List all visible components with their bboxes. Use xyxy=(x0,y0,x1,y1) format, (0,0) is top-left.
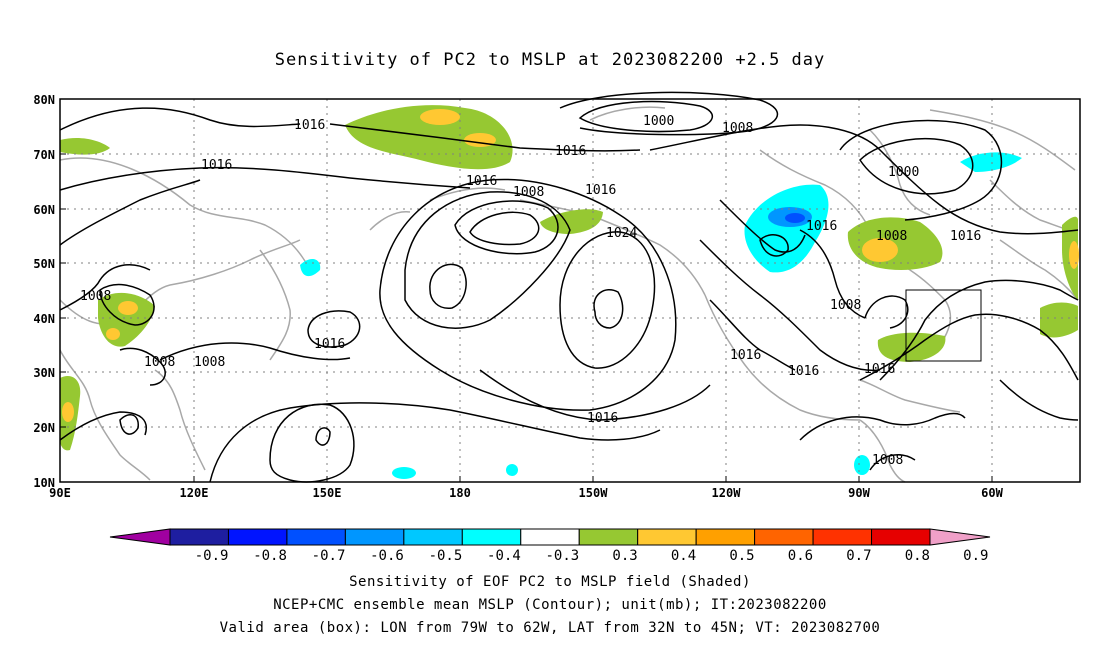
colorbar-bin xyxy=(286,528,346,546)
colorbar-label: -0.7 xyxy=(312,548,346,564)
contour-label: 1000 xyxy=(888,165,919,180)
contour-label: 1016 xyxy=(314,337,345,352)
caption-line-1: Sensitivity of EOF PC2 to MSLP field (Sh… xyxy=(349,574,751,590)
colorbar-label: 0.8 xyxy=(905,548,930,564)
colorbar-label: -0.9 xyxy=(195,548,229,564)
contour-label: 1016 xyxy=(201,158,232,173)
contour-label: 1016 xyxy=(585,183,616,198)
colorbar-label: -0.8 xyxy=(253,548,287,564)
colorbar-bin xyxy=(403,528,463,546)
lat-label: 20N xyxy=(33,421,55,435)
lat-label: 60N xyxy=(33,203,55,217)
colorbar-end-high xyxy=(929,528,991,546)
colorbar-bin xyxy=(871,528,931,546)
caption-line-2: NCEP+CMC ensemble mean MSLP (Contour); u… xyxy=(273,597,827,613)
axis-ticks xyxy=(60,98,993,482)
latitude-labels: 80N 70N 60N 50N 40N 30N 20N 10N xyxy=(33,93,55,490)
contour-label: 1008 xyxy=(722,121,753,136)
contour-label: 1008 xyxy=(144,355,175,370)
colorbar-bin xyxy=(637,528,697,546)
contour-label: 1008 xyxy=(513,185,544,200)
colorbar-bin xyxy=(578,528,639,546)
colorbar-bin xyxy=(812,528,873,546)
lon-label: 120W xyxy=(712,486,742,500)
longitude-labels: 90E 120E 150E 180 150W 120W 90W 60W xyxy=(49,486,1003,500)
colorbar-label: 0.6 xyxy=(788,548,813,564)
contour-label: 1016 xyxy=(806,219,837,234)
colorbar-label: 0.3 xyxy=(612,548,637,564)
colorbar-end-low xyxy=(109,528,171,546)
contour-label: 1024 xyxy=(606,226,637,241)
contour-label: 1016 xyxy=(864,362,895,377)
contour-label: 1008 xyxy=(830,298,861,313)
sensitivity-shading xyxy=(60,105,1079,479)
lat-label: 80N xyxy=(33,93,55,107)
lon-label: 150E xyxy=(313,486,342,500)
colorbar-label: 0.4 xyxy=(671,548,696,564)
contour-label: 1016 xyxy=(950,229,981,244)
caption-line-3: Valid area (box): LON from 79W to 62W, L… xyxy=(219,620,881,636)
lon-label: 180 xyxy=(449,486,471,500)
contour-label: 1016 xyxy=(587,411,618,426)
colorbar-bin xyxy=(227,528,288,546)
contour-label: 1016 xyxy=(788,364,819,379)
lat-label: 40N xyxy=(33,312,55,326)
contour-label: 1008 xyxy=(872,453,903,468)
colorbar-label: -0.3 xyxy=(546,548,580,564)
colorbar-bin xyxy=(344,528,405,546)
colorbar: -0.9 -0.8 -0.7 -0.6 -0.5 -0.4 -0.3 0.3 0.4 0.5 0.6… xyxy=(109,528,991,564)
colorbar-label: -0.4 xyxy=(487,548,521,564)
colorbar-label: -0.5 xyxy=(429,548,463,564)
lat-label: 10N xyxy=(33,476,55,490)
valid-area-box xyxy=(905,289,982,362)
contour-label: 1008 xyxy=(194,355,225,370)
lat-label: 50N xyxy=(33,257,55,271)
lon-label: 60W xyxy=(981,486,1003,500)
contour-label: 1016 xyxy=(466,174,497,189)
graticule xyxy=(60,99,1080,482)
lon-label: 120E xyxy=(180,486,209,500)
lon-label: 90E xyxy=(49,486,71,500)
mslp-contours xyxy=(59,91,1079,483)
coastlines xyxy=(59,106,1079,483)
contour-label: 1008 xyxy=(876,229,907,244)
contour-labels: 1016 1000 1008 1016 1016 1016 1008 1016 … xyxy=(80,114,981,468)
colorbar-label: 0.5 xyxy=(729,548,754,564)
colorbar-label: 0.7 xyxy=(846,548,871,564)
contour-label: 1016 xyxy=(294,118,325,133)
lon-label: 150W xyxy=(579,486,609,500)
lat-label: 30N xyxy=(33,366,55,380)
lon-label: 90W xyxy=(848,486,870,500)
map-frame xyxy=(59,98,1081,483)
contour-label: 1000 xyxy=(643,114,674,129)
colorbar-bin xyxy=(169,528,229,546)
colorbar-label: 0.9 xyxy=(963,548,988,564)
map-title: Sensitivity of PC2 to MSLP at 2023082200… xyxy=(274,50,826,70)
colorbar-bin xyxy=(461,528,522,546)
contour-label: 1016 xyxy=(730,348,761,363)
lat-label: 70N xyxy=(33,148,55,162)
contour-label: 1008 xyxy=(80,289,111,304)
contour-label: 1016 xyxy=(555,144,586,159)
colorbar-bin xyxy=(695,528,756,546)
colorbar-bin xyxy=(754,528,814,546)
colorbar-bin xyxy=(520,528,580,546)
colorbar-label: -0.6 xyxy=(370,548,404,564)
